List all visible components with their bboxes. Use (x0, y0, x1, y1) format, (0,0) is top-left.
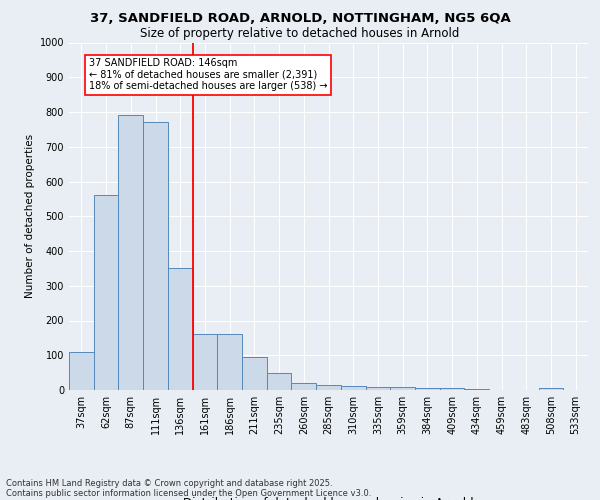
Bar (390, 387, 415, 390)
Bar (267, 372, 292, 390)
Bar (316, 385, 341, 390)
Bar (415, 388, 440, 390)
Bar (217, 334, 242, 390)
Bar (292, 383, 316, 390)
Text: Contains HM Land Registry data © Crown copyright and database right 2025.: Contains HM Land Registry data © Crown c… (6, 478, 332, 488)
Y-axis label: Number of detached properties: Number of detached properties (25, 134, 35, 298)
Bar (539, 388, 563, 390)
Bar (143, 122, 168, 390)
Bar (242, 357, 267, 390)
Text: Size of property relative to detached houses in Arnold: Size of property relative to detached ho… (140, 28, 460, 40)
Text: Contains public sector information licensed under the Open Government Licence v3: Contains public sector information licen… (6, 488, 371, 498)
Bar (168, 268, 193, 390)
Text: 37, SANDFIELD ROAD, ARNOLD, NOTTINGHAM, NG5 6QA: 37, SANDFIELD ROAD, ARNOLD, NOTTINGHAM, … (89, 12, 511, 26)
Bar (193, 334, 217, 390)
Bar (341, 386, 365, 390)
Bar (440, 388, 464, 390)
Bar (365, 386, 390, 390)
Bar (69, 352, 94, 390)
X-axis label: Distribution of detached houses by size in Arnold: Distribution of detached houses by size … (183, 496, 474, 500)
Text: 37 SANDFIELD ROAD: 146sqm
← 81% of detached houses are smaller (2,391)
18% of se: 37 SANDFIELD ROAD: 146sqm ← 81% of detac… (89, 58, 327, 92)
Bar (94, 196, 118, 390)
Bar (118, 116, 143, 390)
